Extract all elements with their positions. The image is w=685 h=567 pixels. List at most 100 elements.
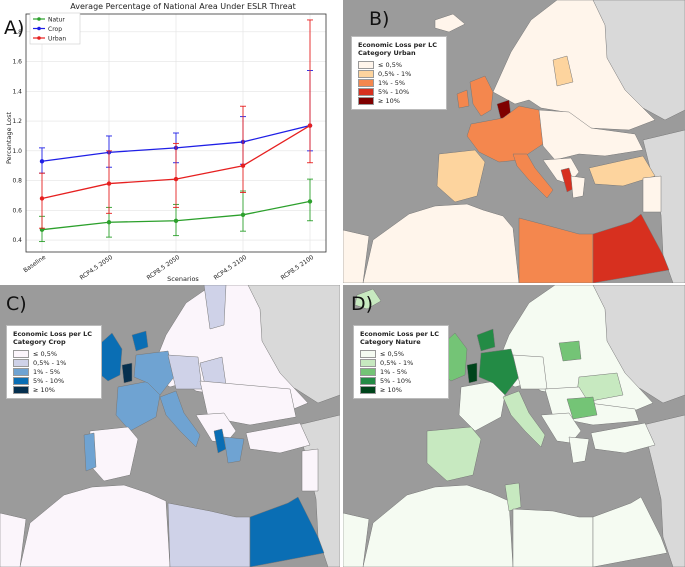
y-tick-label: 1.8 bbox=[12, 29, 22, 36]
panel-d-nature-map: D) Economic Loss per LC Category Nature … bbox=[343, 285, 685, 567]
region-italy bbox=[512, 153, 554, 199]
y-axis-label: Percentage Lost bbox=[5, 112, 13, 165]
chart-series bbox=[39, 19, 313, 243]
panel-letter-b: B) bbox=[369, 8, 390, 30]
legend-row: ≤ 0,5% bbox=[360, 349, 442, 358]
region-romania bbox=[566, 396, 598, 420]
legend-title-line-1: Economic Loss per LC bbox=[358, 41, 438, 49]
y-tick-label: 1.0 bbox=[12, 148, 22, 155]
region-greece bbox=[570, 175, 586, 199]
region-portugal bbox=[83, 432, 97, 472]
legend-swatch bbox=[13, 349, 29, 358]
legend-swatch bbox=[360, 349, 376, 358]
legend-label-urban: Urban bbox=[48, 36, 66, 43]
legend-swatch bbox=[358, 96, 374, 105]
region-denmark bbox=[131, 330, 149, 352]
data-point bbox=[307, 199, 313, 204]
region-iberia bbox=[436, 149, 486, 203]
legend-title-line-1: Economic Loss per LC bbox=[13, 330, 93, 338]
legend-row: 1% - 5% bbox=[360, 367, 442, 376]
legend-label: ≤ 0,5% bbox=[378, 60, 403, 69]
data-point bbox=[106, 181, 112, 186]
region-western-sahara bbox=[343, 512, 370, 567]
legend-title: Economic Loss per LC Category Urban bbox=[358, 41, 440, 57]
legend-title: Economic Loss per LC Category Nature bbox=[360, 330, 442, 346]
data-point bbox=[39, 159, 45, 164]
legend-swatch bbox=[13, 385, 29, 394]
data-point bbox=[173, 176, 179, 182]
legend-row: ≤ 0,5% bbox=[358, 60, 440, 69]
data-point bbox=[240, 163, 246, 168]
region-egypt bbox=[249, 496, 325, 567]
y-tick-label: 1.6 bbox=[12, 59, 22, 66]
legend-label: ≥ 10% bbox=[378, 96, 400, 105]
legend-row: 0,5% - 1% bbox=[13, 358, 95, 367]
legend-row: 5% - 10% bbox=[358, 87, 440, 96]
panel-a-line-chart: A) Average Percentage of National Area U… bbox=[0, 0, 340, 283]
region-balkans bbox=[540, 412, 582, 444]
legend-label: ≥ 10% bbox=[33, 385, 55, 394]
data-point bbox=[106, 220, 112, 225]
region-west-europe bbox=[466, 105, 544, 163]
legend-label: ≥ 10% bbox=[380, 385, 402, 394]
x-tick-label: RCP4.5 2100 bbox=[213, 254, 249, 282]
region-northwest-africa bbox=[362, 203, 520, 283]
region-western-sahara bbox=[0, 512, 27, 567]
region-levant bbox=[301, 448, 319, 492]
y-tick-labels: 0.4 0.6 0.8 1.0 1.2 1.4 1.6 1.8 bbox=[12, 29, 22, 244]
legend-label: ≤ 0,5% bbox=[380, 349, 405, 358]
region-iberia bbox=[426, 426, 482, 482]
legend-label-crop: Crop bbox=[48, 26, 62, 33]
region-ireland bbox=[456, 89, 470, 109]
legend-row: 5% - 10% bbox=[13, 376, 95, 385]
data-point bbox=[307, 123, 313, 128]
region-balkans bbox=[195, 412, 237, 444]
region-italy bbox=[502, 390, 546, 448]
x-tick-label: Baseline bbox=[22, 254, 47, 275]
region-northwest-africa bbox=[362, 484, 514, 567]
legend-swatch bbox=[358, 69, 374, 78]
legend-title: Economic Loss per LC Category Crop bbox=[13, 330, 95, 346]
legend-swatch bbox=[358, 78, 374, 87]
region-northwest-africa bbox=[19, 484, 171, 567]
legend-swatch bbox=[360, 376, 376, 385]
legend-title-line-2: Category Urban bbox=[358, 49, 416, 57]
urban-map bbox=[343, 0, 685, 283]
legend-row: 0,5% - 1% bbox=[358, 69, 440, 78]
map-legend: Economic Loss per LC Category Crop ≤ 0,5… bbox=[6, 325, 102, 399]
outside-land-middle-east bbox=[642, 414, 685, 567]
legend-label-natur: Natur bbox=[48, 17, 65, 24]
region-baltic bbox=[552, 55, 574, 87]
region-scandinavia-russia bbox=[492, 0, 656, 131]
region-egypt bbox=[592, 213, 670, 283]
y-tick-label: 0.8 bbox=[12, 178, 22, 185]
legend-row: ≥ 10% bbox=[358, 96, 440, 105]
legend-row: 1% - 5% bbox=[358, 78, 440, 87]
legend-marker-natur bbox=[37, 17, 41, 21]
legend-swatch bbox=[360, 358, 376, 367]
region-turkey bbox=[588, 155, 656, 187]
region-netherlands bbox=[121, 362, 133, 384]
legend-swatch bbox=[360, 367, 376, 376]
map-legend: Economic Loss per LC Category Nature ≤ 0… bbox=[353, 325, 449, 399]
legend-title-line-2: Category Nature bbox=[360, 338, 421, 346]
panel-letter-d: D) bbox=[351, 293, 374, 315]
legend-label: 1% - 5% bbox=[380, 367, 408, 376]
region-estonia bbox=[558, 340, 582, 362]
region-uk bbox=[469, 75, 494, 117]
region-iceland bbox=[354, 288, 382, 310]
region-finland bbox=[203, 285, 227, 330]
legend-row: 0,5% - 1% bbox=[360, 358, 442, 367]
y-tick-label: 0.6 bbox=[12, 207, 22, 214]
legend-marker-urban bbox=[37, 36, 41, 40]
legend-label: 0,5% - 1% bbox=[33, 358, 67, 367]
legend-marker-crop bbox=[37, 26, 41, 31]
y-tick-label: 1.2 bbox=[12, 118, 22, 125]
series-natur bbox=[39, 178, 313, 243]
legend-swatch bbox=[360, 385, 376, 394]
legend-label: 1% - 5% bbox=[33, 367, 61, 376]
legend-row: 1% - 5% bbox=[13, 367, 95, 376]
chart-title: Average Percentage of National Area Unde… bbox=[70, 2, 296, 11]
data-point bbox=[39, 196, 45, 201]
series-urban bbox=[39, 19, 313, 229]
